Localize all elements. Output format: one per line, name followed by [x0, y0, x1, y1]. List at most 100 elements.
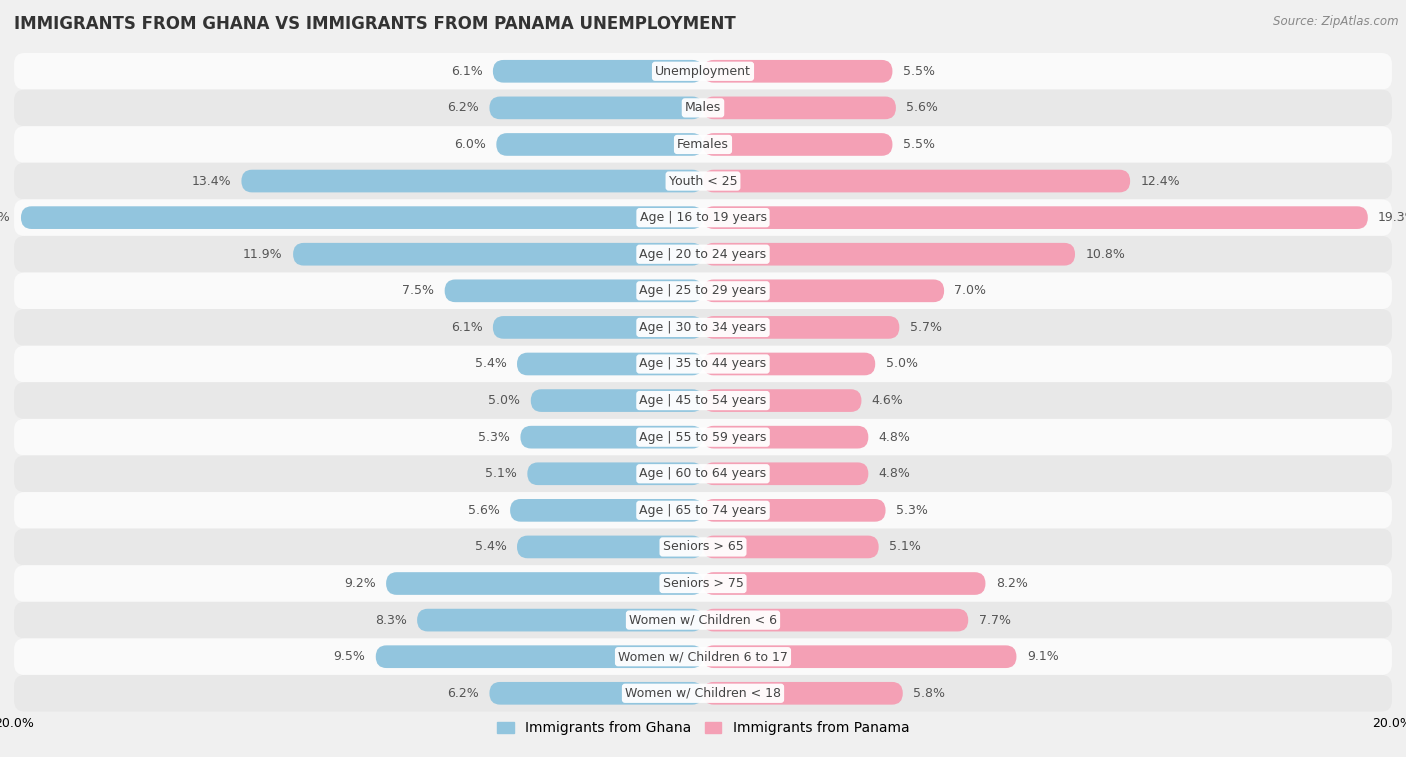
- Text: Youth < 25: Youth < 25: [669, 175, 737, 188]
- FancyBboxPatch shape: [418, 609, 703, 631]
- FancyBboxPatch shape: [703, 97, 896, 119]
- FancyBboxPatch shape: [496, 133, 703, 156]
- FancyBboxPatch shape: [703, 609, 969, 631]
- Text: 5.8%: 5.8%: [912, 687, 945, 699]
- Text: Seniors > 65: Seniors > 65: [662, 540, 744, 553]
- Text: IMMIGRANTS FROM GHANA VS IMMIGRANTS FROM PANAMA UNEMPLOYMENT: IMMIGRANTS FROM GHANA VS IMMIGRANTS FROM…: [14, 15, 735, 33]
- FancyBboxPatch shape: [520, 426, 703, 448]
- Text: 9.1%: 9.1%: [1026, 650, 1059, 663]
- FancyBboxPatch shape: [14, 492, 1392, 528]
- Text: Unemployment: Unemployment: [655, 65, 751, 78]
- Text: 6.2%: 6.2%: [447, 101, 479, 114]
- Text: 5.0%: 5.0%: [488, 394, 520, 407]
- Text: 4.8%: 4.8%: [879, 467, 911, 480]
- Legend: Immigrants from Ghana, Immigrants from Panama: Immigrants from Ghana, Immigrants from P…: [491, 716, 915, 741]
- Text: 5.0%: 5.0%: [886, 357, 918, 370]
- FancyBboxPatch shape: [14, 565, 1392, 602]
- Text: Age | 20 to 24 years: Age | 20 to 24 years: [640, 248, 766, 260]
- Text: Seniors > 75: Seniors > 75: [662, 577, 744, 590]
- Text: Age | 30 to 34 years: Age | 30 to 34 years: [640, 321, 766, 334]
- Text: 5.4%: 5.4%: [475, 357, 506, 370]
- FancyBboxPatch shape: [703, 279, 945, 302]
- FancyBboxPatch shape: [387, 572, 703, 595]
- FancyBboxPatch shape: [703, 353, 875, 375]
- FancyBboxPatch shape: [14, 236, 1392, 273]
- Text: 19.3%: 19.3%: [1378, 211, 1406, 224]
- Text: 5.3%: 5.3%: [478, 431, 510, 444]
- FancyBboxPatch shape: [14, 126, 1392, 163]
- Text: 6.1%: 6.1%: [451, 65, 482, 78]
- FancyBboxPatch shape: [703, 207, 1368, 229]
- Text: 5.6%: 5.6%: [468, 504, 499, 517]
- Text: Age | 45 to 54 years: Age | 45 to 54 years: [640, 394, 766, 407]
- FancyBboxPatch shape: [703, 389, 862, 412]
- Text: 8.3%: 8.3%: [375, 614, 406, 627]
- FancyBboxPatch shape: [494, 316, 703, 338]
- Text: 7.0%: 7.0%: [955, 285, 987, 298]
- FancyBboxPatch shape: [242, 170, 703, 192]
- Text: 11.9%: 11.9%: [243, 248, 283, 260]
- FancyBboxPatch shape: [14, 53, 1392, 89]
- FancyBboxPatch shape: [292, 243, 703, 266]
- Text: 6.1%: 6.1%: [451, 321, 482, 334]
- Text: 9.2%: 9.2%: [344, 577, 375, 590]
- FancyBboxPatch shape: [14, 456, 1392, 492]
- Text: Males: Males: [685, 101, 721, 114]
- FancyBboxPatch shape: [444, 279, 703, 302]
- Text: 19.8%: 19.8%: [0, 211, 11, 224]
- Text: Age | 25 to 29 years: Age | 25 to 29 years: [640, 285, 766, 298]
- FancyBboxPatch shape: [375, 646, 703, 668]
- Text: 7.5%: 7.5%: [402, 285, 434, 298]
- Text: Women w/ Children < 6: Women w/ Children < 6: [628, 614, 778, 627]
- Text: 4.6%: 4.6%: [872, 394, 904, 407]
- Text: 5.7%: 5.7%: [910, 321, 942, 334]
- FancyBboxPatch shape: [14, 273, 1392, 309]
- FancyBboxPatch shape: [489, 97, 703, 119]
- FancyBboxPatch shape: [703, 316, 900, 338]
- FancyBboxPatch shape: [14, 89, 1392, 126]
- Text: 10.8%: 10.8%: [1085, 248, 1125, 260]
- Text: 12.4%: 12.4%: [1140, 175, 1180, 188]
- Text: 5.5%: 5.5%: [903, 65, 935, 78]
- FancyBboxPatch shape: [703, 243, 1076, 266]
- Text: 7.7%: 7.7%: [979, 614, 1011, 627]
- Text: 5.4%: 5.4%: [475, 540, 506, 553]
- FancyBboxPatch shape: [703, 499, 886, 522]
- FancyBboxPatch shape: [703, 426, 869, 448]
- Text: Females: Females: [678, 138, 728, 151]
- FancyBboxPatch shape: [14, 528, 1392, 565]
- Text: Age | 55 to 59 years: Age | 55 to 59 years: [640, 431, 766, 444]
- Text: Age | 16 to 19 years: Age | 16 to 19 years: [640, 211, 766, 224]
- Text: Age | 65 to 74 years: Age | 65 to 74 years: [640, 504, 766, 517]
- Text: 5.1%: 5.1%: [889, 540, 921, 553]
- FancyBboxPatch shape: [14, 419, 1392, 456]
- Text: 9.5%: 9.5%: [333, 650, 366, 663]
- FancyBboxPatch shape: [14, 309, 1392, 346]
- Text: 4.8%: 4.8%: [879, 431, 911, 444]
- FancyBboxPatch shape: [21, 207, 703, 229]
- FancyBboxPatch shape: [14, 382, 1392, 419]
- Text: 5.6%: 5.6%: [907, 101, 938, 114]
- Text: 6.0%: 6.0%: [454, 138, 486, 151]
- FancyBboxPatch shape: [703, 463, 869, 485]
- FancyBboxPatch shape: [531, 389, 703, 412]
- Text: 5.5%: 5.5%: [903, 138, 935, 151]
- FancyBboxPatch shape: [703, 536, 879, 558]
- FancyBboxPatch shape: [517, 536, 703, 558]
- FancyBboxPatch shape: [703, 682, 903, 705]
- FancyBboxPatch shape: [14, 638, 1392, 675]
- Text: 5.3%: 5.3%: [896, 504, 928, 517]
- FancyBboxPatch shape: [14, 199, 1392, 236]
- FancyBboxPatch shape: [14, 163, 1392, 199]
- Text: Women w/ Children < 18: Women w/ Children < 18: [626, 687, 780, 699]
- Text: Age | 35 to 44 years: Age | 35 to 44 years: [640, 357, 766, 370]
- FancyBboxPatch shape: [703, 133, 893, 156]
- FancyBboxPatch shape: [703, 646, 1017, 668]
- Text: 8.2%: 8.2%: [995, 577, 1028, 590]
- FancyBboxPatch shape: [14, 346, 1392, 382]
- Text: 13.4%: 13.4%: [191, 175, 231, 188]
- FancyBboxPatch shape: [703, 170, 1130, 192]
- FancyBboxPatch shape: [527, 463, 703, 485]
- FancyBboxPatch shape: [703, 572, 986, 595]
- FancyBboxPatch shape: [494, 60, 703, 83]
